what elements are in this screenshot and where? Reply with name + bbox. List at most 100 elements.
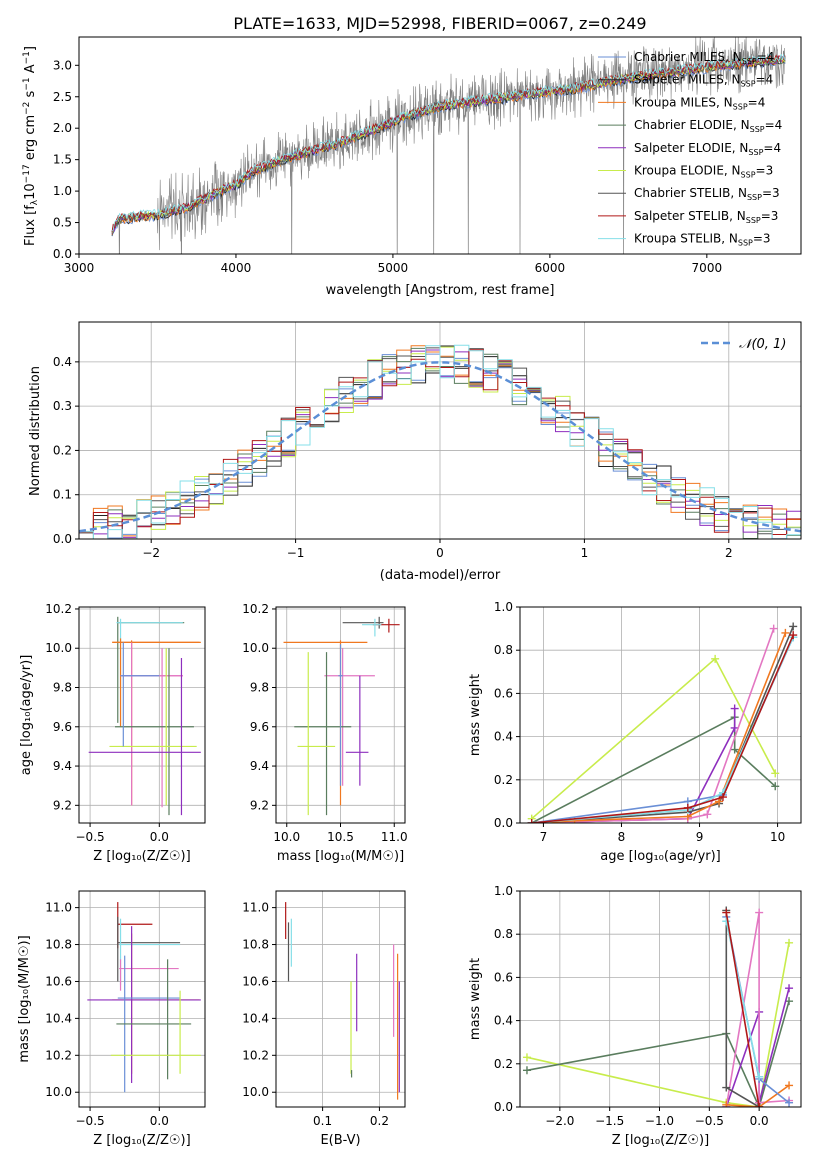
histogram-legend: 𝒩(0, 1) <box>701 337 786 352</box>
mass-age-panel: 10.0 10.5 11.0 9.2 9.4 9.6 9.8 10.0 10.2 mass [lo… <box>242 602 407 864</box>
metallicity-mass-panel: −0.5 0.0 10.0 10.2 10.4 10.6 10.8 11.0 Z [log₁₀(… <box>17 890 206 1148</box>
histogram-ytick-label: 0.3 <box>53 399 72 413</box>
weight-marker-3 <box>769 624 778 633</box>
panel-ytick-label: 10.4 <box>45 1011 72 1025</box>
panel-xtick-label: −0.5 <box>76 1114 105 1128</box>
panel-ytick-label: 9.8 <box>250 681 269 695</box>
spectrum-xlabel: wavelength [Angstrom, rest frame] <box>326 283 555 298</box>
model-spectrum-line-7 <box>111 54 786 232</box>
weight-marker-4 <box>722 1083 731 1092</box>
panel-xlabel: Z [log₁₀(Z/Z☉)] <box>612 1133 709 1148</box>
weight-marker-3 <box>703 810 712 819</box>
panel-ylabel: mass weight <box>468 958 483 1040</box>
panel-ytick-label: 0.6 <box>494 686 513 700</box>
panel-clipped-group <box>87 902 201 1093</box>
weight-line-3 <box>531 628 775 823</box>
panel-xtick-label: 10.0 <box>273 830 300 844</box>
legend-label-name: Chabrier MILES, N <box>634 50 742 64</box>
extinction-mass-panel: 0.1 0.2 10.0 10.2 10.4 10.6 10.8 11.0 E(B-V) <box>242 890 406 1148</box>
weight-line-8 <box>531 634 794 823</box>
legend-label-sub: SSP <box>748 148 763 157</box>
histogram-ytick-label: 0.4 <box>53 355 72 369</box>
legend-label-sub: SSP <box>741 80 756 89</box>
ylabel-part-exp2: −2 <box>22 102 32 115</box>
residual-histogram-panel: −2 −1 0 1 2 0.0 0.1 0.2 0.3 0.4 (data-model)/erro… <box>28 321 802 583</box>
panel-ytick-label: 11.0 <box>242 901 269 915</box>
panel-ylabel: age [log₁₀(age/yr)] <box>19 655 34 776</box>
legend-label-value: =4 <box>757 50 775 64</box>
panel-ytick-label: 10.8 <box>242 938 269 952</box>
ylabel-part-a: A <box>23 64 38 77</box>
weight-marker-5 <box>722 1100 731 1107</box>
panel-xtick-label: 11.0 <box>381 830 408 844</box>
panel-ytick-label: 10.2 <box>45 602 72 616</box>
panel-ytick-label: 10.6 <box>242 974 269 988</box>
histogram-ticks: −2 −1 0 1 2 0.0 0.1 0.2 0.3 0.4 <box>53 355 733 560</box>
histogram-xtick-label: −2 <box>142 546 160 560</box>
panel-ylabel: mass [log₁₀(M/M☉)] <box>17 935 32 1062</box>
spectrum-xtick-label: 5000 <box>378 261 409 275</box>
histogram-xtick-label: 1 <box>581 546 589 560</box>
weight-marker-2 <box>730 723 739 732</box>
spectrum-clipped-group <box>111 37 786 254</box>
panel-ytick-label: 10.6 <box>45 974 72 988</box>
spectrum-ytick-label: 2.0 <box>53 121 72 135</box>
panel-axes-frame <box>519 890 802 1108</box>
panel-xtick-label: 0.2 <box>370 1114 389 1128</box>
histogram-clipped-group <box>79 344 801 539</box>
spectrum-ylabel: Flux [fλ10−17 erg cm−2 s−1 A−1] <box>22 46 40 246</box>
panel-xtick-label: −1.0 <box>645 1114 674 1128</box>
ylabel-part-exp17: −17 <box>22 164 32 183</box>
panel-xtick-label: −0.5 <box>695 1114 724 1128</box>
legend-label-value: =3 <box>761 209 779 223</box>
legend-label-sub: SSP <box>738 239 753 248</box>
legend-label-7: Salpeter STELIB, NSSP=3 <box>634 209 778 225</box>
legend-label-value: =4 <box>756 73 774 87</box>
panel-clipped-group <box>88 616 201 816</box>
legend-label-sub: SSP <box>741 171 756 180</box>
weight-line-6 <box>531 636 794 823</box>
weight-line-5 <box>531 632 787 823</box>
spectrum-ytick-label: 0.0 <box>53 247 72 261</box>
model-spectrum-line-8 <box>111 53 786 232</box>
gaussian-curve <box>79 361 801 533</box>
legend-label-sub: SSP <box>747 193 762 202</box>
panel-xtick-label: 0.0 <box>150 830 169 844</box>
panel-clipped-group <box>283 616 400 816</box>
panel-axes-frame <box>519 606 802 824</box>
panel-xtick-label: −2.0 <box>545 1114 574 1128</box>
histogram-plot-area <box>79 322 801 540</box>
weight-marker-1 <box>730 745 739 754</box>
weight-marker-0 <box>771 769 780 778</box>
ylabel-part-close: ] <box>23 46 38 51</box>
histogram-step-1 <box>79 345 801 539</box>
weight-marker-8 <box>718 793 727 802</box>
legend-label-value: =3 <box>756 164 774 178</box>
spectrum-axes-frame <box>78 36 802 255</box>
panel-xtick-label: −1.5 <box>595 1114 624 1128</box>
weight-marker-2 <box>785 984 794 993</box>
panel-ytick-label: 0.0 <box>494 1100 513 1114</box>
weight-line-1 <box>531 715 776 823</box>
panel-xlabel: mass [log₁₀(M/M☉)] <box>277 849 404 864</box>
histogram-step-8 <box>79 344 801 539</box>
panel-ytick-label: 9.2 <box>250 798 269 812</box>
panel-ytick-label: 10.2 <box>242 1048 269 1062</box>
panel-ytick-label: 0.8 <box>494 927 513 941</box>
panel-ytick-label: 0.8 <box>494 643 513 657</box>
spectrum-panel: PLATE=1633, MJD=52998, FIBERID=0067, z=0… <box>22 14 802 298</box>
weight-marker-0 <box>785 938 794 947</box>
ylabel-part-s: s <box>23 90 38 101</box>
panel-ytick-label: 9.6 <box>250 720 269 734</box>
legend-label-name: Salpeter ELODIE, N <box>634 141 748 155</box>
histogram-xtick-label: 2 <box>725 546 733 560</box>
panel-axes-frame <box>78 606 206 824</box>
panel-ytick-label: 10.0 <box>45 641 72 655</box>
panel-xtick-label: 10.5 <box>327 830 354 844</box>
legend-label-3: Chabrier ELODIE, NSSP=4 <box>634 118 782 134</box>
panel-ytick-label: 10.0 <box>242 1085 269 1099</box>
ylabel-part-flux: Flux [f <box>23 205 38 246</box>
weight-line-5 <box>726 1084 790 1107</box>
panel-xlabel: Z [log₁₀(Z/Z☉)] <box>93 849 190 864</box>
panel-ytick-label: 10.2 <box>45 1048 72 1062</box>
